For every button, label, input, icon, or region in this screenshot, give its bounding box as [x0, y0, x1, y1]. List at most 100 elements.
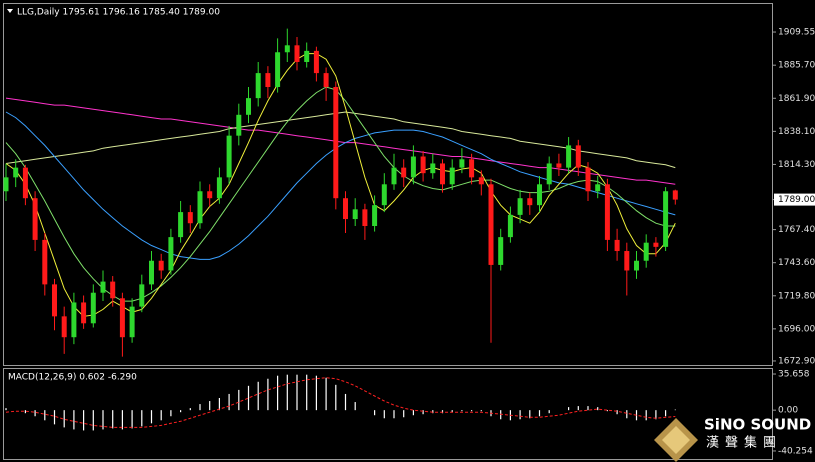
moving-average — [5, 86, 676, 302]
candle-body — [401, 167, 407, 178]
y-tick-label: 1789.00 — [778, 195, 815, 205]
candle-body — [52, 284, 57, 317]
moving-average — [5, 111, 676, 169]
y-tick-label: 0.00 — [778, 406, 798, 416]
candle-body — [507, 214, 513, 238]
candle-body — [604, 184, 610, 240]
candle-body — [595, 184, 601, 192]
candle-body — [430, 163, 436, 174]
candle-body — [265, 73, 271, 88]
candle-body — [275, 52, 281, 88]
candle-body — [488, 184, 494, 265]
candle-body — [3, 177, 9, 192]
candle-body — [527, 198, 533, 206]
candle-body — [100, 281, 106, 293]
candle-body — [556, 163, 562, 168]
candle-body — [420, 156, 426, 174]
moving-average — [5, 97, 676, 185]
candle-body — [129, 306, 135, 338]
logo-subtitle: 漢聲集團 — [706, 435, 782, 451]
candle-body — [653, 242, 659, 247]
main-frame — [3, 3, 773, 366]
candle-body — [440, 163, 445, 185]
candle-body — [13, 167, 19, 178]
macd-frame — [3, 368, 773, 460]
y-tick-label: 1743.60 — [778, 258, 815, 268]
candle-body — [178, 212, 184, 238]
candle-body — [372, 205, 378, 227]
y-tick-label: 1696.00 — [778, 324, 815, 334]
candle-body — [255, 73, 261, 99]
candle-body — [187, 212, 193, 224]
candle-body — [614, 239, 620, 252]
candle-body — [391, 167, 397, 185]
candle-body — [90, 292, 96, 324]
candle-body — [119, 298, 125, 338]
candle-body — [343, 198, 348, 220]
candle-body — [585, 167, 591, 192]
candle-body — [449, 167, 455, 185]
y-tick-label: 1767.40 — [778, 225, 815, 235]
candle-body — [294, 45, 300, 62]
price-marker — [774, 193, 815, 206]
candle-body — [459, 159, 465, 168]
candle-body — [410, 156, 416, 178]
candle-body — [168, 237, 174, 271]
moving-average — [5, 53, 676, 317]
y-tick-label: 1814.30 — [778, 160, 815, 170]
candle-body — [546, 163, 552, 185]
candle-body — [575, 145, 581, 168]
y-tick-label: 1838.10 — [778, 127, 815, 137]
candle-body — [246, 98, 251, 115]
y-tick-label: -40.254 — [778, 446, 813, 456]
candle-body — [139, 284, 145, 307]
candle-body — [32, 198, 38, 240]
candle-body — [81, 302, 87, 324]
candle-body — [469, 159, 475, 178]
candle-body — [61, 316, 67, 338]
y-tick-label: 1885.70 — [778, 61, 815, 71]
candle-body — [304, 50, 310, 62]
collapse-icon[interactable] — [7, 9, 13, 13]
candle-body — [216, 177, 222, 199]
logo-name: SiNO SOUND — [704, 416, 811, 434]
y-tick-label: 1861.90 — [778, 94, 815, 104]
candle-body — [207, 191, 213, 199]
candle-body — [381, 184, 387, 206]
y-tick-label: 1672.90 — [778, 356, 815, 366]
y-tick-label: 1909.55 — [778, 28, 815, 38]
candle-body — [624, 251, 630, 271]
candle-body — [158, 260, 164, 271]
candle-body — [236, 114, 242, 136]
macd-title: MACD(12,26,9) 0.602 -6.290 — [8, 373, 137, 383]
candle-body — [284, 45, 290, 53]
candle-body — [110, 281, 116, 299]
chart-title: LLG,Daily 1795.61 1796.16 1785.40 1789.0… — [17, 8, 220, 18]
y-tick-label: 35.658 — [778, 370, 810, 380]
candle-body — [517, 198, 523, 215]
candle-body — [672, 190, 678, 200]
candle-body — [663, 191, 669, 247]
candle-body — [313, 50, 319, 74]
candle-body — [478, 177, 484, 185]
candle-body — [362, 209, 368, 227]
candle-body — [149, 260, 154, 285]
candle-body — [323, 73, 329, 88]
logo: SiNO SOUND 漢聲集團 — [654, 416, 811, 462]
logo-icon-inner — [662, 426, 690, 454]
candle-body — [352, 209, 358, 220]
moving-average — [5, 111, 676, 260]
candle-body — [498, 237, 504, 265]
candle-body — [197, 191, 203, 224]
y-tick-label: 1719.80 — [778, 291, 815, 301]
candle-body — [71, 302, 77, 338]
signal-line — [5, 377, 676, 428]
candle-body — [333, 87, 339, 199]
candle-body — [537, 184, 542, 206]
candle-body — [42, 239, 48, 285]
candle-body — [22, 167, 28, 199]
candle-body — [643, 242, 649, 261]
candle-body — [226, 135, 232, 178]
